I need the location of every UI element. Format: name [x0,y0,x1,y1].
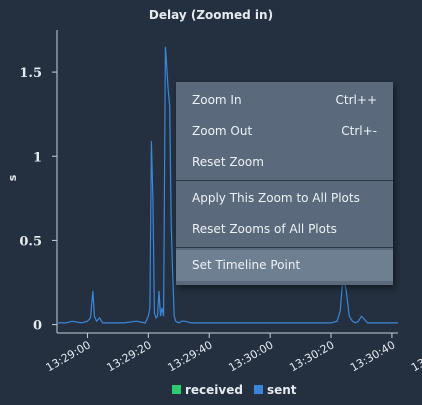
legend-label-received[interactable]: received [185,383,243,397]
menu-item-label: Zoom In [192,93,242,107]
menu-item-zoom-out[interactable]: Zoom Out Ctrl+- [176,116,393,147]
legend-swatch-received[interactable] [172,385,181,394]
menu-item-shortcut: Ctrl++ [335,93,377,107]
y-tick-label: 1 [33,150,42,165]
y-axis-label: s [6,174,19,181]
y-tick-label: 0 [33,319,42,334]
menu-separator [176,180,393,181]
x-tick-label: 13:31:00 [409,338,422,374]
y-tick-label: 0.5 [19,234,42,249]
menu-item-label: Set Timeline Point [192,258,301,272]
menu-item-apply-this-zoom-to-all-plots[interactable]: Apply This Zoom to All Plots [176,183,393,214]
x-tick-label: 13:29:00 [44,338,93,374]
legend-label-sent[interactable]: sent [267,383,297,397]
menu-item-shortcut: Ctrl+- [341,124,377,138]
menu-item-reset-zoom[interactable]: Reset Zoom [176,147,393,178]
y-tick-label: 1.5 [19,66,42,81]
chart-title: Delay (Zoomed in) [149,8,273,22]
menu-item-zoom-in[interactable]: Zoom In Ctrl++ [176,85,393,116]
series-line-sent [57,46,398,324]
x-tick-label: 13:30:40 [348,338,397,374]
x-tick-label: 13:30:00 [226,338,275,374]
menu-item-label: Zoom Out [192,124,253,138]
menu-item-label: Reset Zooms of All Plots [192,222,337,236]
menu-separator [176,247,393,248]
menu-item-label: Apply This Zoom to All Plots [192,191,360,205]
legend-swatch-sent[interactable] [253,385,263,394]
x-tick-label: 13:30:20 [287,338,336,374]
x-tick-label: 13:29:20 [105,338,154,374]
menu-item-label: Reset Zoom [192,155,264,169]
context-menu: Zoom In Ctrl++ Zoom Out Ctrl+- Reset Zoom App… [176,82,393,285]
menu-item-set-timeline-point[interactable]: Set Timeline Point [176,250,393,281]
x-tick-label: 13:29:40 [165,338,214,374]
menu-item-reset-zooms-of-all-plots[interactable]: Reset Zooms of All Plots [176,214,393,245]
